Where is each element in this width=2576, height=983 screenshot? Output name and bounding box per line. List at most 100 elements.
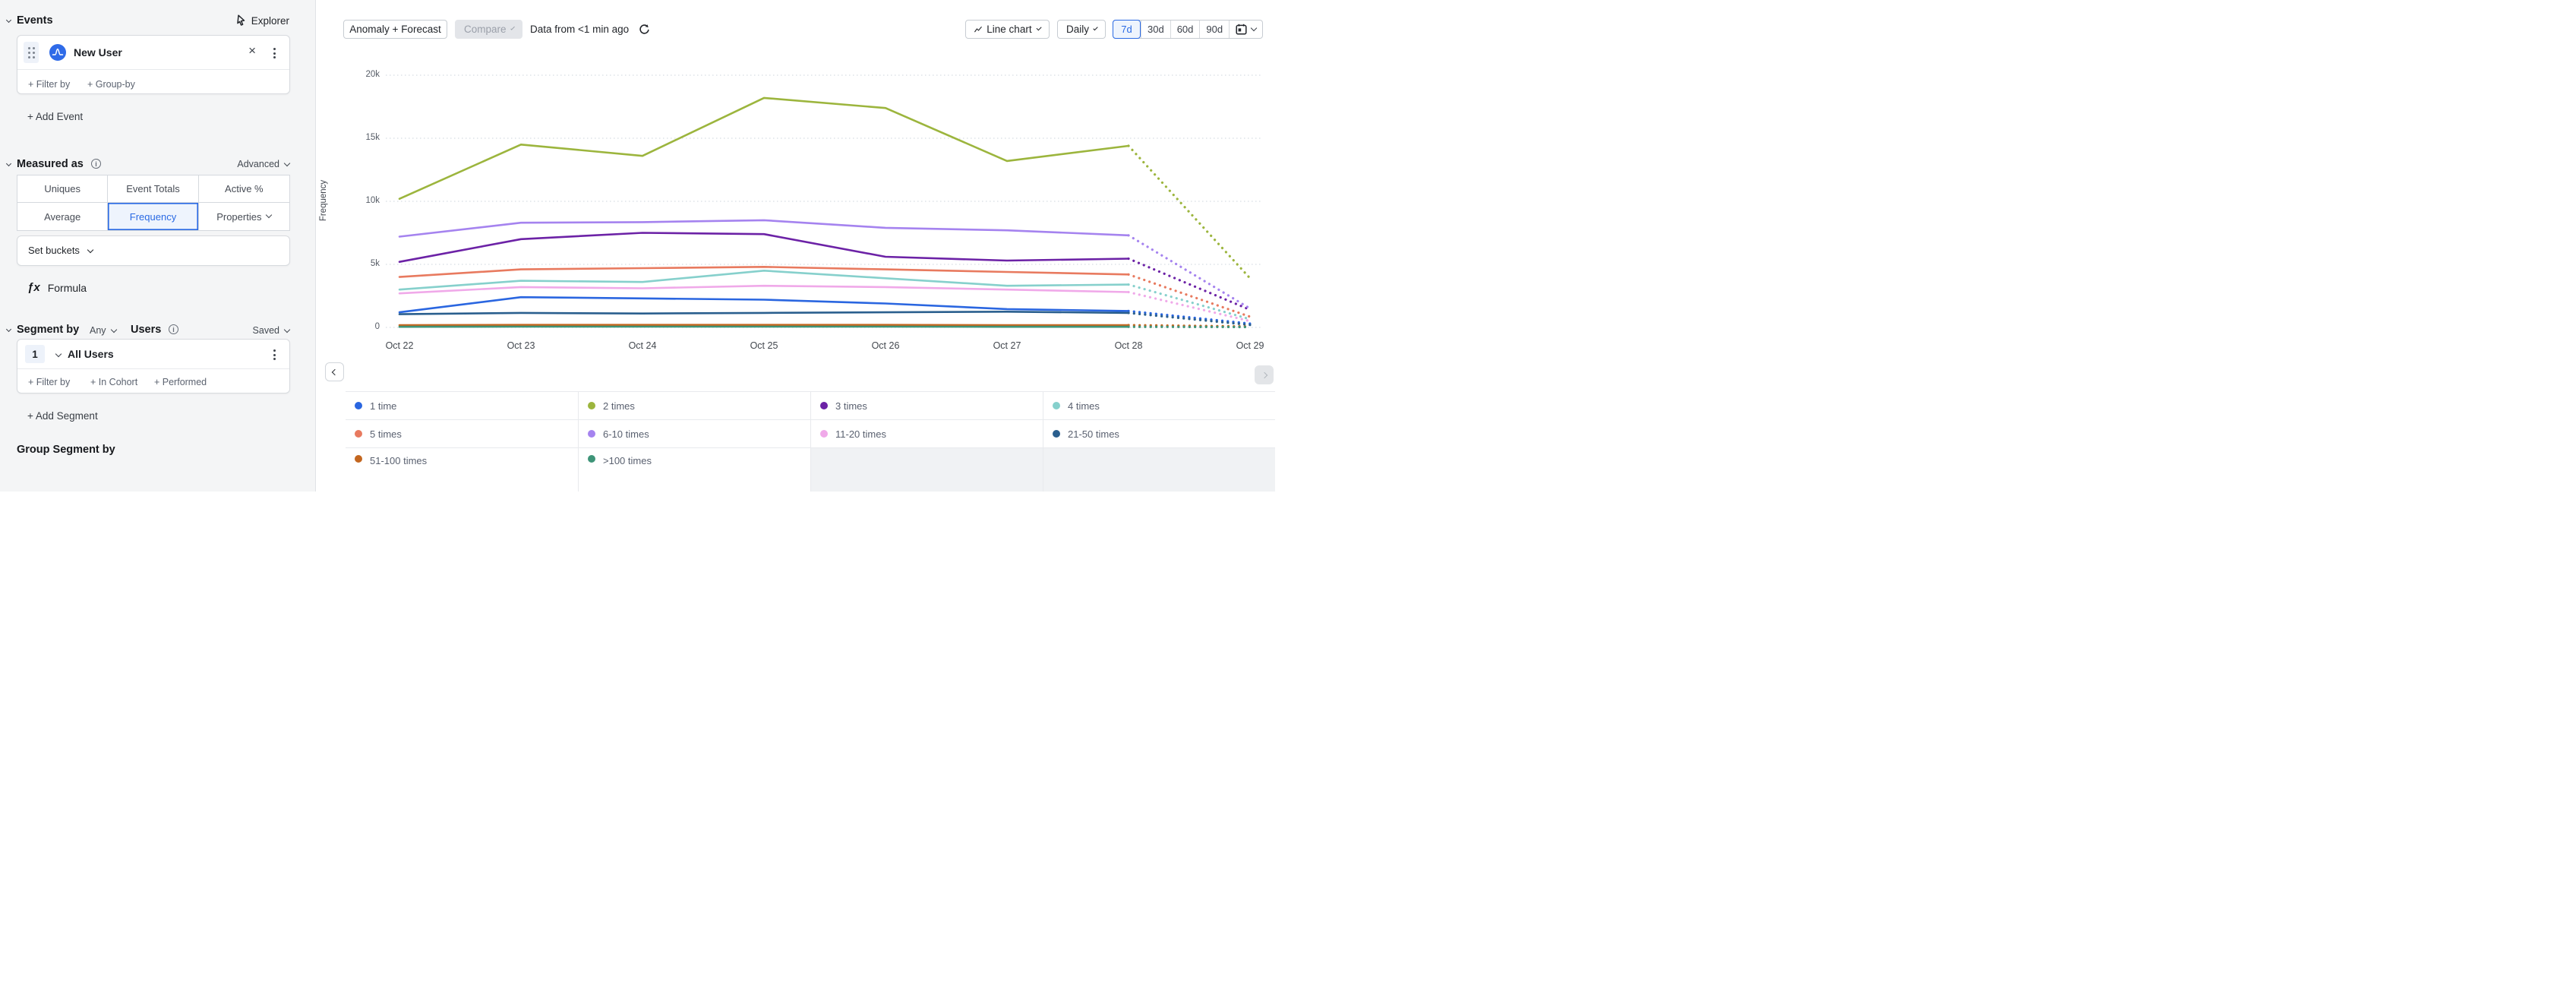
range-30d[interactable]: 30d [1141, 21, 1170, 38]
legend-label: 2 times [603, 400, 635, 412]
range-60d[interactable]: 60d [1170, 21, 1200, 38]
legend-item-51-100 times[interactable]: 51-100 times [346, 447, 578, 492]
segment-performed-link[interactable]: + Performed [154, 377, 207, 387]
chevron-down-icon [87, 246, 93, 254]
events-collapse-chevron-icon[interactable] [5, 17, 12, 24]
x-tick-label: Oct 23 [507, 340, 535, 351]
tab-frequency[interactable]: Frequency [108, 203, 199, 230]
segment-menu-button[interactable] [270, 346, 279, 363]
legend-item-3 times[interactable]: 3 times [810, 391, 1043, 419]
y-tick-label: 10k [365, 196, 380, 205]
range-7d[interactable]: 7d [1113, 20, 1141, 39]
measured-as-collapse-chevron-icon[interactable] [5, 160, 12, 167]
legend-item-1 time[interactable]: 1 time [346, 391, 578, 419]
measured-as-tabs: Uniques Event Totals Active % Average Fr… [17, 175, 290, 231]
y-tick-label: 0 [374, 322, 380, 331]
tab-average[interactable]: Average [17, 203, 109, 230]
series-line-2 times [398, 96, 1130, 200]
granularity-dropdown[interactable]: Daily [1057, 20, 1106, 39]
range-90d[interactable]: 90d [1199, 21, 1229, 38]
forecast-line-2 times [1127, 144, 1252, 280]
event-group-by-link[interactable]: + Group-by [87, 79, 135, 90]
measured-as-info-icon[interactable]: i [91, 159, 101, 169]
formula-button[interactable]: ƒx Formula [27, 281, 87, 294]
legend-dot [355, 455, 362, 463]
segment-users-info-icon[interactable]: i [169, 324, 178, 334]
segment-name[interactable]: All Users [68, 348, 114, 360]
y-tick-label: 5k [370, 259, 380, 268]
add-event-button[interactable]: + Add Event [27, 111, 84, 122]
legend-item-6-10 times[interactable]: 6-10 times [578, 419, 810, 447]
forecast-line-3 times [1127, 257, 1252, 311]
series-line-6-10 times [398, 219, 1130, 238]
legend-dot [588, 430, 595, 438]
forecast-line-5 times [1127, 273, 1252, 318]
set-buckets-label: Set buckets [28, 245, 80, 256]
amplitude-event-icon [49, 44, 66, 61]
compare-button[interactable]: Compare [455, 20, 522, 39]
frequency-line-chart[interactable] [386, 65, 1262, 353]
forecast-line-4 times [1127, 283, 1252, 321]
segment-card-divider [17, 368, 289, 369]
legend-item-11-20 times[interactable]: 11-20 times [810, 419, 1043, 447]
chart-type-dropdown[interactable]: Line chart [965, 20, 1050, 39]
series-line-4 times [398, 269, 1130, 291]
series-line-3 times [398, 232, 1130, 264]
explorer-label: Explorer [251, 14, 289, 27]
x-tick-label: Oct 24 [628, 340, 657, 351]
event-name[interactable]: New User [74, 46, 122, 58]
legend-item-5 times[interactable]: 5 times [346, 419, 578, 447]
event-filter-by-link[interactable]: + Filter by [28, 79, 71, 90]
refresh-icon[interactable] [638, 24, 650, 36]
x-tick-label: Oct 27 [993, 340, 1021, 351]
chevron-down-icon [283, 160, 291, 167]
formula-label: Formula [47, 281, 87, 294]
tab-properties[interactable]: Properties [198, 203, 289, 230]
events-section-title: Events [17, 14, 53, 27]
legend-empty-cell [1043, 447, 1275, 492]
legend-label: 5 times [370, 428, 402, 440]
explorer-cursor-icon [236, 14, 245, 26]
legend-dot [588, 402, 595, 409]
legend-prev-button[interactable] [325, 362, 344, 381]
explorer-button[interactable]: Explorer [235, 14, 289, 27]
legend-dot [820, 430, 828, 438]
add-segment-button[interactable]: + Add Segment [27, 410, 98, 422]
segment-filter-by-link[interactable]: + Filter by [28, 377, 71, 387]
tab-active-pct[interactable]: Active % [198, 175, 289, 203]
saved-dropdown[interactable]: Saved [253, 325, 291, 336]
legend-label: >100 times [603, 455, 652, 466]
segment-index-badge[interactable]: 1 [25, 345, 45, 363]
remove-event-button[interactable]: × [248, 43, 256, 58]
y-tick-label: 15k [365, 133, 380, 142]
advanced-dropdown[interactable]: Advanced [237, 159, 291, 169]
tab-uniques[interactable]: Uniques [17, 175, 109, 203]
segment-in-cohort-link[interactable]: + In Cohort [90, 377, 138, 387]
y-axis-label: Frequency [319, 179, 328, 222]
legend-dot [1053, 430, 1060, 438]
legend-dot [1053, 402, 1060, 409]
legend-item-4 times[interactable]: 4 times [1043, 391, 1275, 419]
forecast-line-6-10 times [1127, 234, 1252, 310]
legend-item->100 times[interactable]: >100 times [578, 447, 810, 492]
series-line-11-20 times [398, 284, 1130, 295]
segment-by-collapse-chevron-icon[interactable] [5, 326, 12, 333]
x-tick-label: Oct 25 [750, 340, 778, 351]
tab-event-totals[interactable]: Event Totals [108, 175, 199, 203]
legend-item-2 times[interactable]: 2 times [578, 391, 810, 419]
event-menu-button[interactable] [270, 45, 279, 62]
segment-chevron-icon[interactable] [55, 350, 62, 358]
anomaly-forecast-button[interactable]: Anomaly + Forecast [343, 20, 447, 39]
event-drag-handle[interactable] [24, 42, 39, 63]
query-builder-sidebar: Events Explorer New User × + Filter by [0, 0, 316, 492]
measured-as-title: Measured as [17, 158, 84, 170]
line-chart-icon [974, 26, 982, 32]
legend-item-21-50 times[interactable]: 21-50 times [1043, 419, 1275, 447]
legend-next-button[interactable] [1255, 365, 1274, 384]
series-line-5 times [398, 265, 1130, 278]
set-buckets-card[interactable]: Set buckets [17, 235, 290, 266]
segment-any-dropdown[interactable]: Any [90, 325, 117, 336]
x-tick-label: Oct 28 [1114, 340, 1143, 351]
calendar-button[interactable] [1229, 21, 1262, 38]
legend-label: 6-10 times [603, 428, 649, 440]
